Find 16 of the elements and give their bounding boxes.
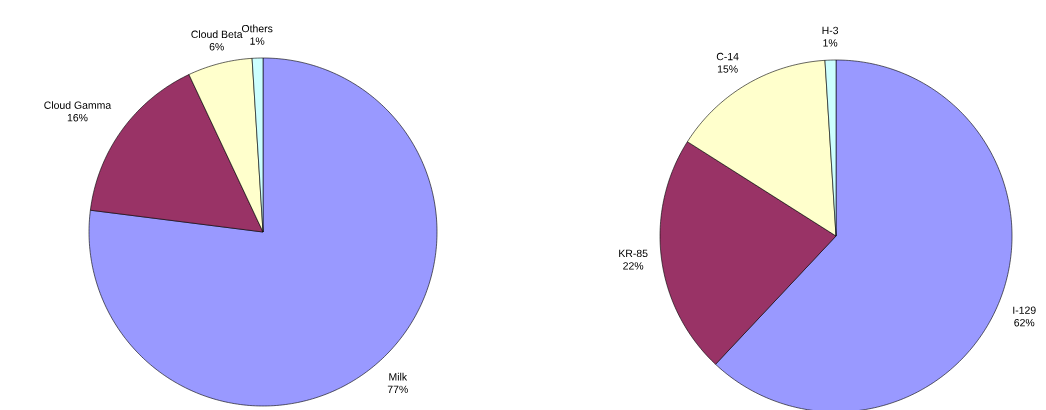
data-label: 16% [67, 113, 88, 122]
slice-label: Others [241, 24, 273, 33]
data-label: 6% [209, 43, 224, 51]
data-label: 22% [623, 262, 644, 270]
slice-label: Cloud Gamma [44, 101, 112, 109]
slice-label: C-14 [716, 52, 739, 61]
data-label: 62% [1014, 318, 1035, 327]
data-label: 15% [717, 65, 738, 73]
slice-label: KR-85 [619, 249, 648, 258]
data-label: 1% [250, 37, 265, 45]
data-label: 77% [387, 385, 408, 393]
slice-label: Cloud Beta [191, 30, 243, 39]
slice-label: Milk [389, 372, 408, 381]
slice-label: I-129 [1013, 306, 1036, 314]
data-label: 1% [823, 39, 838, 47]
slice-label: H-3 [822, 26, 839, 35]
